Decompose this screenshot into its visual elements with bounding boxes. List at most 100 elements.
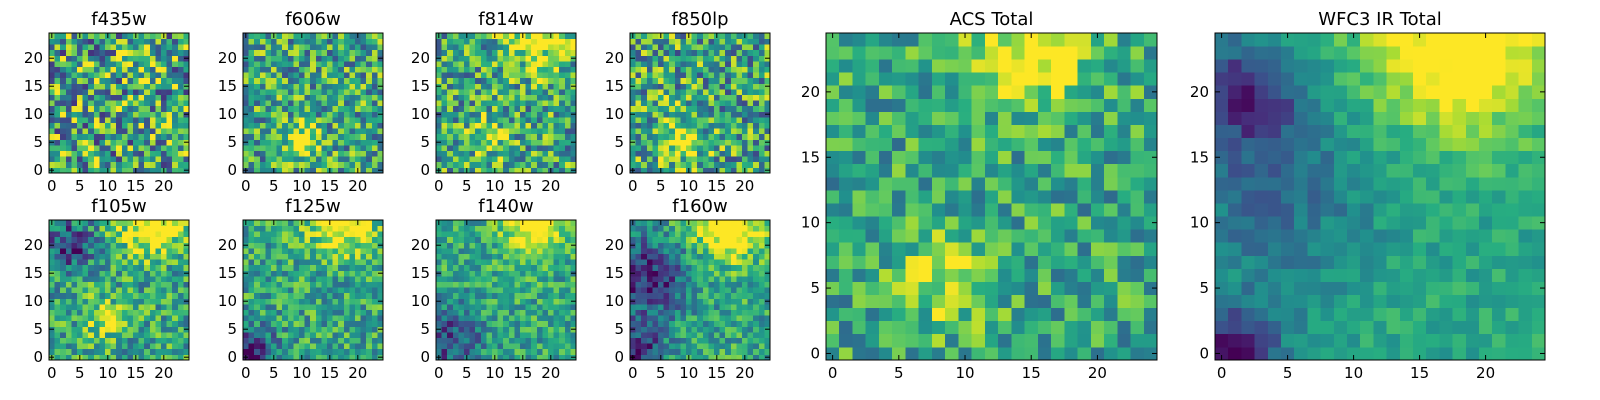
heatmap-cell [702,133,709,140]
heatmap-cell [719,145,726,151]
heatmap-cell [338,150,345,157]
heatmap-cell [127,292,134,299]
heatmap-cell [321,292,328,299]
heatmap-cell [674,343,681,350]
heatmap-cell [447,89,454,95]
heatmap-cell [525,111,532,118]
heatmap-cell [88,44,95,51]
heatmap-cell [742,66,748,73]
heatmap-cell [248,128,255,135]
heatmap-cell [464,242,470,249]
heatmap-cell [304,83,311,90]
heatmap-cell [764,61,771,67]
heatmap-cell [60,44,67,51]
heatmap-cell [133,145,139,151]
heatmap-cell [436,320,442,327]
heatmap-cell [542,348,549,355]
heatmap-cell [736,77,743,84]
heatmap-cell [177,348,184,355]
heatmap-cell [282,276,289,282]
heatmap-cell [360,111,367,118]
heatmap-cell [360,337,367,344]
heatmap-cell [310,156,317,163]
heatmap-cell [276,326,283,333]
heatmap-cell [674,38,681,45]
heatmap-cell [680,281,687,288]
heatmap-cell [243,281,249,288]
heatmap-cell [371,94,378,101]
heatmap-cell [753,139,760,146]
heatmap-cell [570,236,577,243]
heatmap-cell [310,94,317,101]
heatmap-cell [338,156,345,163]
heatmap-cell [646,100,653,107]
heatmap-cell [371,72,378,79]
heatmap-cell [503,304,510,310]
heatmap-cell [282,343,289,350]
heatmap-cell [310,287,317,294]
heatmap-cell [742,89,748,95]
heatmap-cell [54,167,61,174]
heatmap-cell [105,89,111,95]
axes-frame [242,32,384,174]
heatmap-cell [177,225,184,232]
heatmap-cell [60,270,67,277]
heatmap-cell [669,315,676,322]
heatmap-cell [138,242,145,249]
heatmap-cell [674,33,681,39]
heatmap-cell [315,150,322,157]
heatmap-cell [276,133,283,140]
heatmap-cell [464,105,470,112]
heatmap-cell [764,337,771,344]
heatmap-cell [293,337,300,344]
heatmap-cell [674,326,681,333]
heatmap-cell [486,326,493,333]
heatmap-cell [161,315,167,322]
heatmap-cell [144,304,151,310]
x-tick-label: 10 [485,364,504,382]
heatmap-cell [747,89,754,95]
heatmap-cell [764,161,771,168]
heatmap-cell [458,242,465,249]
heatmap-cell [127,276,134,282]
heatmap-cell [464,348,470,355]
heatmap-cell [248,94,255,101]
heatmap-cell [658,320,664,327]
heatmap-cell [730,292,737,299]
heatmap-cell [469,94,476,101]
heatmap-cell [635,33,642,39]
heatmap-cell [127,55,134,62]
heatmap-cell [730,276,737,282]
heatmap-cell [371,332,378,338]
heatmap-cell [719,332,726,338]
heatmap-cell [747,309,754,316]
heatmap-cell [155,128,162,135]
heatmap-cell [304,66,311,73]
heatmap-cell [564,276,571,282]
heatmap-cell [469,320,476,327]
y-tick-label: 15 [218,264,237,282]
heatmap-cell [514,156,521,163]
heatmap-cell [669,38,676,45]
heatmap-cell [714,287,720,294]
heatmap-cell [282,49,289,56]
heatmap-cell [497,100,504,107]
heatmap-cell [360,270,367,277]
heatmap-cell [736,161,743,168]
heatmap-cell [88,89,95,95]
heatmap-cell [702,122,709,129]
heatmap-cell [105,122,111,129]
heatmap-cell [553,287,560,294]
heatmap-cell [469,145,476,151]
heatmap-cell [338,33,345,39]
heatmap-cell [116,242,123,249]
heatmap-cell [480,281,487,288]
heatmap-cell [758,133,765,140]
heatmap-cell [691,55,698,62]
heatmap-cell [99,167,106,174]
heatmap-cell [49,259,55,266]
heatmap-cell [492,231,498,238]
heatmap-cell [327,55,333,62]
heatmap-cell [54,292,61,299]
